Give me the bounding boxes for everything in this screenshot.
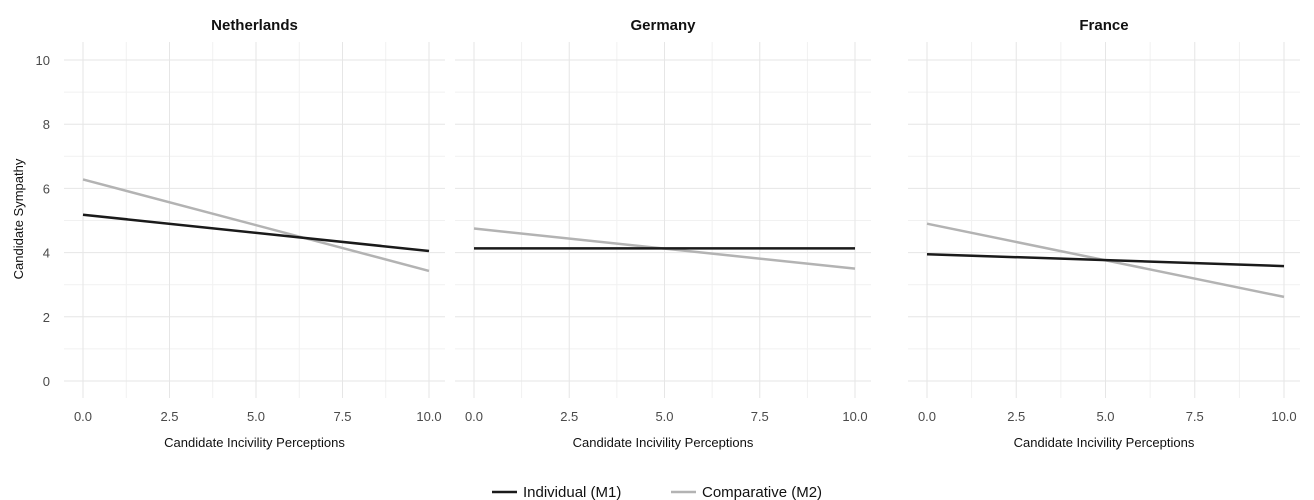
x-tick-label: 2.5 <box>160 409 178 424</box>
x-tick-label: 10.0 <box>1271 409 1296 424</box>
y-tick-label: 2 <box>43 310 50 325</box>
x-tick-label: 2.5 <box>1007 409 1025 424</box>
x-tick-label: 7.5 <box>1186 409 1204 424</box>
x-tick-label: 0.0 <box>74 409 92 424</box>
y-tick-label: 6 <box>43 181 50 196</box>
y-tick-label: 4 <box>43 246 50 261</box>
panel-title-germany: Germany <box>630 17 696 34</box>
series-line-individual-france <box>926 252 1285 268</box>
panel-germany: Germany 0.0 2.5 5.0 7.5 10.0 Candidate Incivil… <box>455 17 871 450</box>
x-tick-label: 7.5 <box>751 409 769 424</box>
x-tick-label: 10.0 <box>842 409 867 424</box>
y-tick-label: 0 <box>43 374 50 389</box>
x-tick-label: 10.0 <box>416 409 441 424</box>
series-line-individual-netherlands <box>82 213 430 253</box>
x-tick-label: 2.5 <box>560 409 578 424</box>
x-tick-label: 5.0 <box>655 409 673 424</box>
x-tick-label: 0.0 <box>918 409 936 424</box>
x-axis-label-netherlands: Candidate Incivility Perceptions <box>164 435 345 450</box>
x-axis-label-germany: Candidate Incivility Perceptions <box>573 435 754 450</box>
x-tick-label: 5.0 <box>247 409 265 424</box>
x-tick-label: 7.5 <box>333 409 351 424</box>
x-axis-label-france: Candidate Incivility Perceptions <box>1014 435 1195 450</box>
legend: Individual (M1) Comparative (M2) <box>492 484 822 500</box>
panel-title-netherlands: Netherlands <box>211 17 298 34</box>
legend-label-individual: Individual (M1) <box>523 484 621 500</box>
y-tick-label: 8 <box>43 117 50 132</box>
panel-france: France 0.0 2.5 5.0 7.5 10.0 Candidate Incivili… <box>908 17 1300 450</box>
panels: Netherlands 0.0 2.5 5.0 7.5 10.0 0 2 4 6 8 10 Candid… <box>36 17 1300 450</box>
legend-label-comparative: Comparative (M2) <box>702 484 822 500</box>
x-tick-label: 5.0 <box>1096 409 1114 424</box>
series-line-comparative-netherlands <box>82 178 430 273</box>
y-tick-label: 10 <box>36 53 50 68</box>
panel-netherlands: Netherlands 0.0 2.5 5.0 7.5 10.0 0 2 4 6 8 10 Candid… <box>36 17 445 450</box>
y-axis-label: Candidate Sympathy <box>11 158 26 279</box>
x-tick-label: 0.0 <box>465 409 483 424</box>
panel-title-france: France <box>1079 17 1128 34</box>
